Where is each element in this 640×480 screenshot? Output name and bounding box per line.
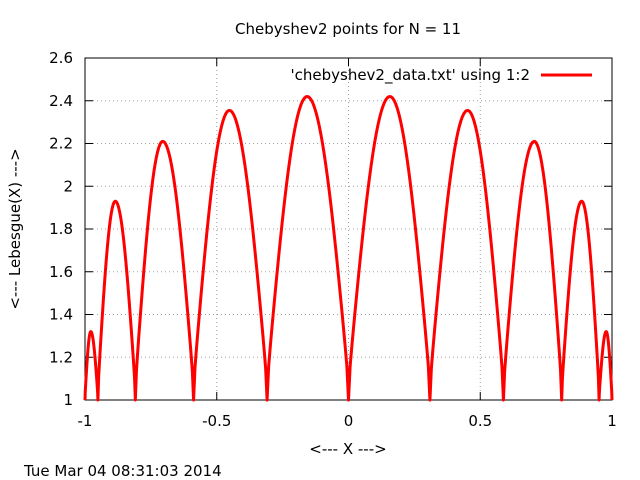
- y-tick-label: 1: [63, 391, 73, 409]
- x-tick-label: 1: [607, 412, 617, 430]
- x-axis-label: <--- X --->: [309, 440, 386, 458]
- y-tick-label: 2.2: [49, 135, 73, 153]
- chart-title: Chebyshev2 points for N = 11: [235, 20, 461, 38]
- x-tick-label: 0: [344, 412, 354, 430]
- plot-frame: [84, 57, 613, 401]
- y-tick-label: 2.6: [49, 49, 73, 67]
- series-line-lebesgue: [83, 95, 614, 402]
- y-tick-label: 2: [63, 177, 73, 195]
- grid: [85, 58, 612, 400]
- y-tick-label: 2.4: [49, 92, 73, 110]
- y-tick-label: 1.8: [49, 220, 73, 238]
- x-tick-label: -1: [78, 412, 93, 430]
- footer-timestamp: Tue Mar 04 08:31:03 2014: [23, 462, 222, 480]
- y-tick-label: 1.6: [49, 263, 73, 281]
- x-tick-label: 0.5: [468, 412, 492, 430]
- y-axis-label: <--- Lebesgue(X) --->: [6, 148, 24, 309]
- y-tick-label: 1.4: [49, 306, 73, 324]
- ticks: -1 -0.5 0 0.5 1 1 1.2 1.4 1.6 1.8 2 2.2 2.4 2.6: [49, 49, 617, 430]
- y-tick-label: 1.2: [49, 348, 73, 366]
- legend: 'chebyshev2_data.txt' using 1:2: [291, 66, 592, 85]
- x-tick-label: -0.5: [202, 412, 231, 430]
- legend-entry-label: 'chebyshev2_data.txt' using 1:2: [291, 66, 531, 85]
